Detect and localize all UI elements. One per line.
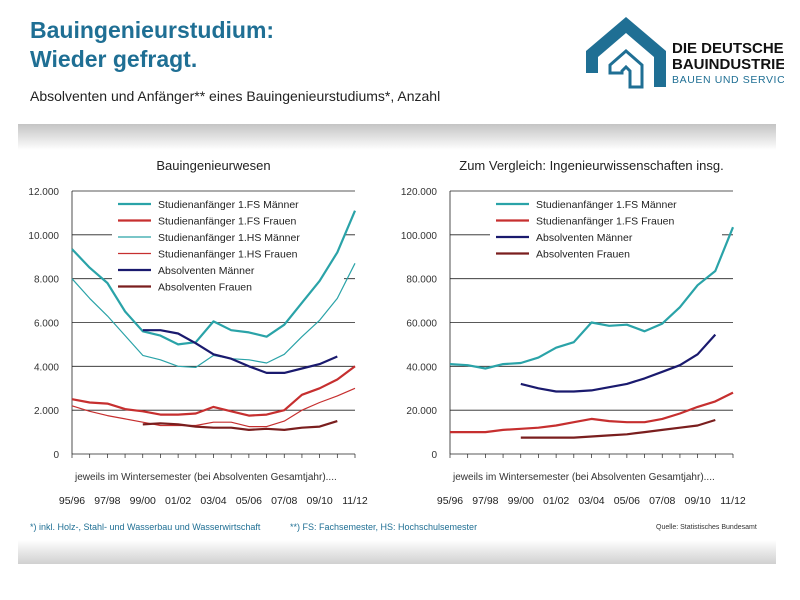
legend-label: Studienanfänger 1.FS Männer xyxy=(158,199,299,211)
title-line-1: Bauingenieurstudium: xyxy=(30,17,275,43)
series-line xyxy=(142,329,338,374)
y-tick-label: 8.000 xyxy=(34,275,59,286)
y-tick-label: 10.000 xyxy=(28,231,59,242)
y-tick-label: 0 xyxy=(53,450,59,461)
series-line xyxy=(71,365,356,417)
company-logo: DIE DEUTSCHE BAUINDUSTRIE BAUEN UND SERV… xyxy=(586,17,784,89)
series-line xyxy=(520,333,717,393)
y-tick-label: 0 xyxy=(431,450,437,461)
x-tick-label: 05/06 xyxy=(236,495,262,507)
x-tick-label: 97/98 xyxy=(94,495,120,507)
x-tick-label: 95/96 xyxy=(59,495,85,507)
series-line xyxy=(449,226,735,370)
y-tick-label: 40.000 xyxy=(406,362,437,373)
y-tick-label: 80.000 xyxy=(406,275,437,286)
x-tick-label: 03/04 xyxy=(200,495,226,507)
series-line xyxy=(450,391,734,434)
legend-label: Studienanfänger 1.HS Männer xyxy=(158,232,300,244)
x-tick-label: 05/06 xyxy=(614,495,640,507)
logo-frame-icon xyxy=(608,49,644,89)
page-title: Bauingenieurstudium: Wieder gefragt. xyxy=(30,16,274,74)
y-tick-label: 20.000 xyxy=(406,406,437,417)
x-tick-label: 99/00 xyxy=(508,495,534,507)
chart-title: Zum Vergleich: Ingenieurwissenschaften i… xyxy=(459,158,723,173)
bottom-shadow-band xyxy=(18,540,776,564)
chart-title: Bauingenieurwesen xyxy=(156,158,270,173)
legend-label: Studienanfänger 1.FS Frauen xyxy=(536,216,675,228)
x-axis-label: jeweils im Wintersemester (bei Absolvent… xyxy=(74,472,337,483)
footnote-middle: **) FS: Fachsemester, HS: Hochschulsemes… xyxy=(290,522,478,532)
legend-label: Absolventen Männer xyxy=(536,232,633,244)
footnote-left: *) inkl. Holz-, Stahl- und Wasserbau und… xyxy=(30,522,261,532)
legend-label: Studienanfänger 1.FS Frauen xyxy=(158,216,297,228)
legend-label: Studienanfänger 1.FS Männer xyxy=(536,199,677,211)
y-tick-label: 12.000 xyxy=(28,187,59,198)
x-tick-label: 09/10 xyxy=(306,495,332,507)
chart-ingenieurwissenschaften: Zum Vergleich: Ingenieurwissenschaften i… xyxy=(401,158,746,507)
y-tick-label: 60.000 xyxy=(406,319,437,330)
y-tick-label: 6.000 xyxy=(34,319,59,330)
series-line xyxy=(142,420,338,431)
legend-label: Absolventen Frauen xyxy=(536,249,630,261)
legend-label: Studienanfänger 1.HS Frauen xyxy=(158,249,298,261)
chart-bauingenieurwesen: Bauingenieurwesen 0 2.000 4.000 6.000 8.000 10… xyxy=(28,158,368,507)
y-tick-label: 120.000 xyxy=(401,187,438,198)
logo-line-3: BAUEN UND SERVICES xyxy=(672,74,784,86)
logo-line-1: DIE DEUTSCHE xyxy=(672,40,784,57)
x-tick-label: 01/02 xyxy=(543,495,569,507)
source-note: Quelle: Statistisches Bundesamt xyxy=(656,524,757,531)
y-tick-label: 2.000 xyxy=(34,406,59,417)
y-tick-label: 100.000 xyxy=(401,231,438,242)
y-tick-label: 4.000 xyxy=(34,362,59,373)
logo-line-2: BAUINDUSTRIE xyxy=(672,56,784,73)
series-line xyxy=(71,387,356,428)
x-tick-label: 11/12 xyxy=(720,495,746,507)
x-axis-label: jeweils im Wintersemester (bei Absolvent… xyxy=(452,472,715,483)
x-tick-label: 07/08 xyxy=(271,495,297,507)
x-tick-label: 07/08 xyxy=(649,495,675,507)
legend-label: Absolventen Frauen xyxy=(158,282,252,294)
page-subtitle: Absolventen und Anfänger** eines Bauinge… xyxy=(30,88,441,104)
series-line xyxy=(520,418,716,439)
legend-label: Absolventen Männer xyxy=(158,265,255,277)
x-tick-label: 99/00 xyxy=(130,495,156,507)
x-tick-label: 03/04 xyxy=(578,495,604,507)
series-line xyxy=(71,210,357,346)
x-tick-label: 09/10 xyxy=(684,495,710,507)
title-line-2: Wieder gefragt. xyxy=(30,46,198,72)
x-tick-label: 97/98 xyxy=(472,495,498,507)
x-tick-label: 95/96 xyxy=(437,495,463,507)
logo-roof-icon xyxy=(586,17,666,87)
x-tick-label: 11/12 xyxy=(342,495,368,507)
legend-background xyxy=(112,192,344,297)
top-shadow-band xyxy=(18,124,776,150)
x-tick-label: 01/02 xyxy=(165,495,191,507)
